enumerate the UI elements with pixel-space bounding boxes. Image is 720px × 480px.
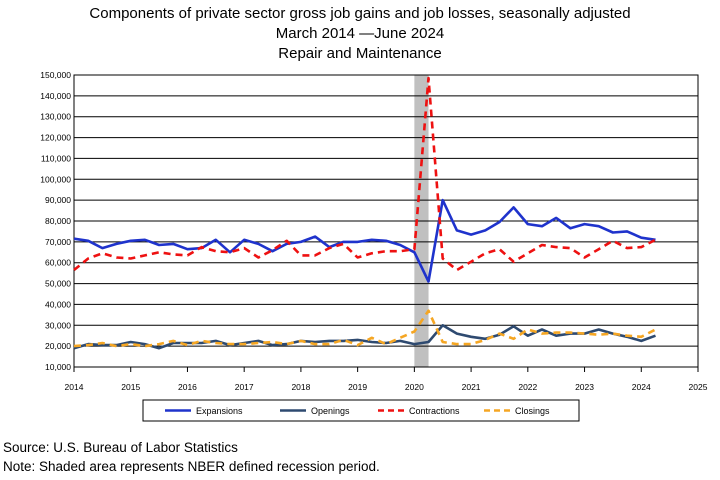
x-tick-label: 2025 [689, 382, 708, 392]
y-tick-label: 80,000 [45, 216, 71, 226]
y-tick-label: 60,000 [45, 258, 71, 268]
chart-title: Components of private sector gross job g… [89, 5, 631, 22]
legend-label-contractions: Contractions [409, 406, 460, 416]
y-tick-label: 120,000 [40, 133, 71, 143]
chart-subtitle: March 2014 —June 2024 [275, 25, 445, 42]
series-closings-line [73, 309, 657, 348]
y-tick-label: 140,000 [40, 91, 71, 101]
series-expansions-line [73, 198, 656, 283]
legend-box [142, 399, 580, 422]
legend-label-expansions: Expansions [196, 406, 243, 416]
y-tick-label: 150,000 [40, 70, 71, 80]
legend-label-openings: Openings [311, 406, 350, 416]
y-tick-label: 30,000 [45, 320, 71, 330]
y-tick-label: 100,000 [40, 174, 71, 184]
x-tick-label: 2024 [632, 382, 651, 392]
y-tick-label: 40,000 [45, 299, 71, 309]
industry-label: Repair and Maintenance [278, 45, 442, 62]
legend-label-closings: Closings [515, 406, 550, 416]
x-tick-label: 2023 [575, 382, 594, 392]
x-tick-label: 2022 [518, 382, 537, 392]
x-tick-label: 2014 [65, 382, 84, 392]
x-tick-label: 2019 [348, 382, 367, 392]
y-tick-label: 130,000 [40, 112, 71, 122]
y-tick-label: 70,000 [45, 237, 71, 247]
recession-note: Note: Shaded area represents NBER define… [3, 459, 380, 474]
source-note: Source: U.S. Bureau of Labor Statistics [3, 440, 238, 455]
series-openings-line [73, 323, 656, 350]
x-tick-label: 2020 [405, 382, 424, 392]
y-tick-label: 20,000 [45, 341, 71, 351]
x-tick-label: 2017 [235, 382, 254, 392]
y-tick-label: 110,000 [41, 153, 71, 163]
x-tick-label: 2021 [462, 382, 481, 392]
x-tick-label: 2016 [178, 382, 197, 392]
y-tick-label: 50,000 [45, 279, 71, 289]
x-tick-label: 2018 [291, 382, 310, 392]
y-tick-label: 10,000 [45, 362, 71, 372]
y-tick-label: 90,000 [45, 195, 71, 205]
plot-frame [73, 74, 699, 368]
x-tick-label: 2015 [121, 382, 140, 392]
